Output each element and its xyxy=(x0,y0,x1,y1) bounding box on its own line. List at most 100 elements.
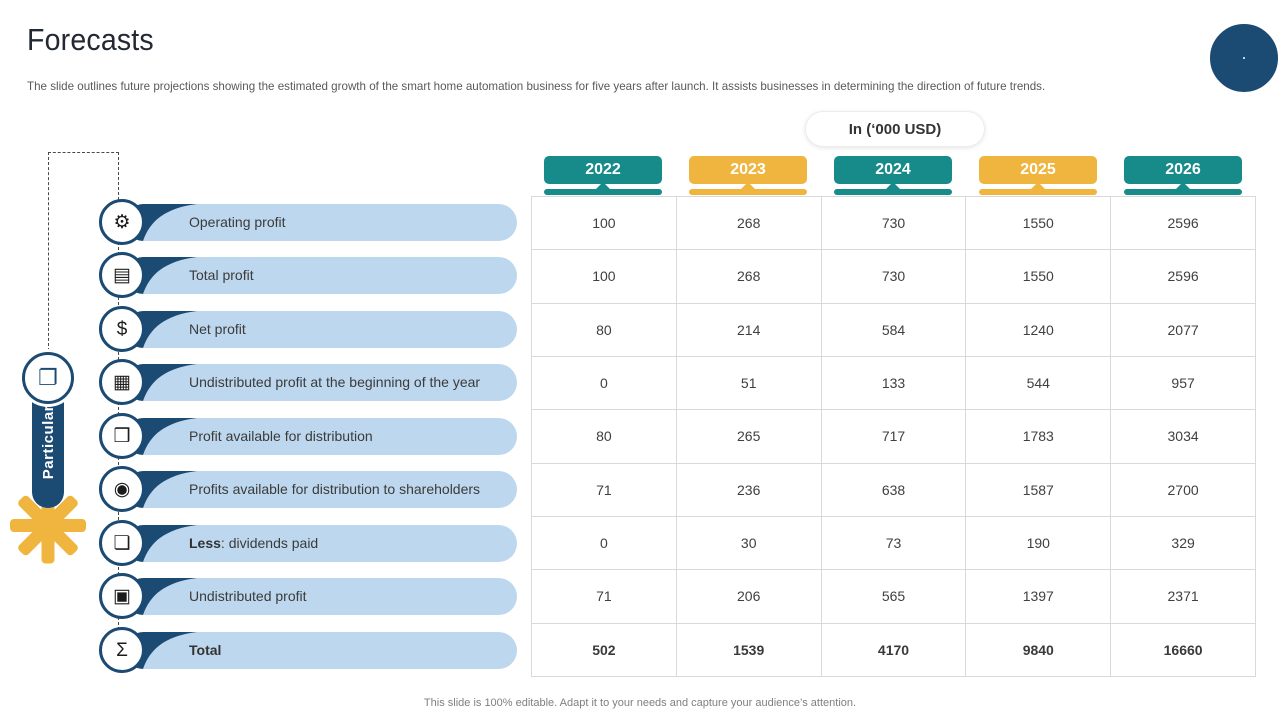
table-cell: 2371 xyxy=(1111,570,1256,624)
table-cell: 268 xyxy=(676,197,822,251)
coins-document-icon: ❒ xyxy=(99,413,145,459)
table-grid: 100 268 730 1550 2596 100 268 730 1550 2596 80 214 5… xyxy=(531,196,1256,677)
year-underline-decor xyxy=(544,189,662,195)
calendar-icon: ▦ xyxy=(99,359,145,405)
table-cell: 957 xyxy=(1111,356,1256,411)
table-cell: 190 xyxy=(966,516,1112,571)
year-underline-decor xyxy=(834,189,952,195)
row-label: Less: dividends paid ❏ xyxy=(99,520,517,566)
row-label: Total Σ xyxy=(99,627,517,673)
row-label-text: Profit available for distribution xyxy=(189,428,373,444)
year-notch-decor xyxy=(1030,182,1046,190)
table-cell: 1550 xyxy=(966,250,1112,304)
year-notch-decor xyxy=(885,182,901,190)
document-icon: ❏ xyxy=(99,520,145,566)
table-cell: 544 xyxy=(966,356,1112,411)
year-header-2022: 2022 xyxy=(544,156,662,198)
year-notch-decor xyxy=(1175,182,1191,190)
row-label: Net profit $ xyxy=(99,306,517,352)
year-header-2024: 2024 xyxy=(834,156,952,198)
table-cell: 80 xyxy=(532,410,677,464)
dashed-connector-top xyxy=(48,152,119,153)
year-label: 2022 xyxy=(544,156,662,184)
table-cell: 71 xyxy=(532,463,677,517)
footer-note: This slide is 100% editable. Adapt it to… xyxy=(423,697,857,709)
table-cell: 0 xyxy=(532,356,677,411)
table-cell: 565 xyxy=(821,570,967,624)
table-cell: 2077 xyxy=(1111,303,1256,357)
asterisk-decor xyxy=(10,487,86,564)
row-label-text: Operating profit xyxy=(189,214,286,230)
row-label-text: Undistributed profit xyxy=(189,588,307,604)
table-cell: 214 xyxy=(676,303,822,357)
cash-stack-icon: ▤ xyxy=(99,252,145,298)
table-cell: 1397 xyxy=(966,570,1112,624)
table-cell: 73 xyxy=(821,516,967,571)
row-label-pill: Total xyxy=(125,632,517,669)
table-cell: 30 xyxy=(676,516,822,571)
row-label-text: Undistributed profit at the beginning of… xyxy=(189,374,481,390)
page-subtitle: The slide outlines future projections sh… xyxy=(27,80,1046,93)
row-label-text: Net profit xyxy=(189,321,246,337)
table-cell: 236 xyxy=(676,463,822,517)
table-cell: 16660 xyxy=(1111,623,1256,677)
dashed-connector-left xyxy=(48,152,49,356)
row-label-pill: Net profit xyxy=(125,311,517,348)
money-bag-coins-icon: ◉ xyxy=(99,466,145,512)
year-header-2026: 2026 xyxy=(1124,156,1242,198)
table-cell: 2700 xyxy=(1111,463,1256,517)
table-cell: 329 xyxy=(1111,516,1256,571)
ledger-total-icon: Σ xyxy=(99,627,145,673)
row-label-text: Profits available for distribution to sh… xyxy=(189,481,481,497)
table-cell: 717 xyxy=(821,410,967,464)
table-cell: 3034 xyxy=(1111,410,1256,464)
table-cell: 2596 xyxy=(1111,250,1256,304)
year-label: 2026 xyxy=(1124,156,1242,184)
year-label: 2023 xyxy=(689,156,807,184)
row-label: Operating profit ⚙ xyxy=(99,199,517,245)
row-label-pill: Less: dividends paid xyxy=(125,525,517,562)
table-cell: 0 xyxy=(532,516,677,571)
year-label: 2025 xyxy=(979,156,1097,184)
table-cell: 51 xyxy=(676,356,822,411)
table-cell: 80 xyxy=(532,303,677,357)
table-cell: 502 xyxy=(532,623,677,677)
units-badge: In (‘000 USD) xyxy=(805,111,985,147)
page-title: Forecasts xyxy=(27,22,154,57)
row-label: Total profit ▤ xyxy=(99,252,517,298)
table-cell: 638 xyxy=(821,463,967,517)
table-cell: 71 xyxy=(532,570,677,624)
year-underline-decor xyxy=(689,189,807,195)
row-label-text: Total profit xyxy=(189,267,254,283)
row-label-text: Total xyxy=(189,642,222,658)
row-label: Undistributed profit at the beginning of… xyxy=(99,359,517,405)
table-cell: 100 xyxy=(532,197,677,251)
row-label-pill: Undistributed profit xyxy=(125,578,517,615)
row-label: Undistributed profit ▣ xyxy=(99,573,517,619)
presentation-board-icon: ▣ xyxy=(99,573,145,619)
documents-icon: ❐ xyxy=(22,352,74,404)
row-label-pill: Profits available for distribution to sh… xyxy=(125,471,517,508)
table-cell: 2596 xyxy=(1111,197,1256,251)
table-cell: 268 xyxy=(676,250,822,304)
ring-decor xyxy=(1210,24,1278,92)
table-cell: 206 xyxy=(676,570,822,624)
table-cell: 1539 xyxy=(676,623,822,677)
year-underline-decor xyxy=(979,189,1097,195)
table-cell: 1587 xyxy=(966,463,1112,517)
year-header-2023: 2023 xyxy=(689,156,807,198)
money-bag-icon: $ xyxy=(99,306,145,352)
row-label-text: Less: dividends paid xyxy=(189,535,319,551)
table-cell: 4170 xyxy=(821,623,967,677)
row-label-pill: Undistributed profit at the beginning of… xyxy=(125,364,517,401)
year-notch-decor xyxy=(740,182,756,190)
table-cell: 100 xyxy=(532,250,677,304)
table-cell: 9840 xyxy=(966,623,1112,677)
row-label-pill: Operating profit xyxy=(125,204,517,241)
table-cell: 1240 xyxy=(966,303,1112,357)
row-label: Profit available for distribution ❒ xyxy=(99,413,517,459)
table-cell: 730 xyxy=(821,197,967,251)
year-headers: 2022 2023 2024 2025 2026 xyxy=(531,156,1256,198)
year-header-2025: 2025 xyxy=(979,156,1097,198)
